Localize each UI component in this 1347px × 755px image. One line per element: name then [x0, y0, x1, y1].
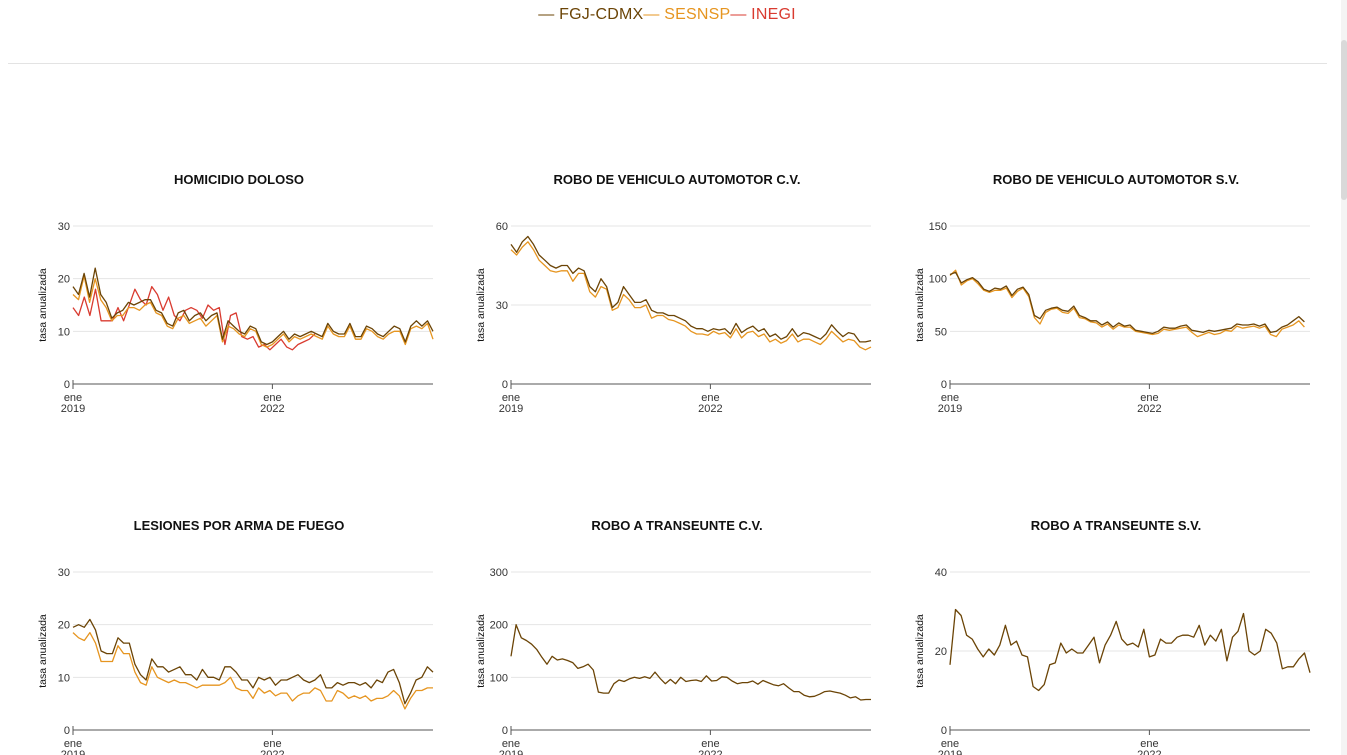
chart-panel-1: HOMICIDIO DOLOSO 0 10 20 30 tasa anualizada en…: [37, 172, 434, 415]
x-tick-label: ene: [502, 392, 520, 404]
chart-panel-2: ROBO DE VEHICULO AUTOMOTOR C.V. 0 30 60 tasa…: [475, 172, 872, 415]
x-tick-label: 2022: [698, 403, 722, 415]
y-tick-label: 40: [935, 567, 947, 579]
y-tick-label: 20: [935, 646, 947, 658]
series-line-fgj-cdmx: [949, 608, 1311, 692]
y-tick-label: 10: [58, 672, 70, 684]
x-tick-label: 2019: [61, 403, 85, 415]
series-line-sesnsp: [949, 269, 1305, 338]
y-tick-label: 100: [929, 274, 947, 286]
legend-item-inegi: — INEGI: [730, 6, 796, 23]
series-line-fgj-cdmx: [949, 271, 1305, 335]
chart-legend: — FGJ-CDMX— SESNSP— INEGI: [0, 6, 1334, 24]
y-tick-label: 10: [58, 326, 70, 338]
series-line-fgj-cdmx: [72, 618, 434, 705]
x-tick-label: 2019: [499, 403, 523, 415]
y-axis-label: tasa anualizada: [37, 268, 49, 342]
page-scrollbar[interactable]: [1341, 0, 1347, 755]
x-tick-label: ene: [64, 738, 82, 750]
x-tick-label: 2019: [499, 749, 523, 755]
chart-title: ROBO DE VEHICULO AUTOMOTOR C.V.: [553, 172, 800, 187]
chart-panel-6: ROBO A TRANSEUNTE S.V. 0 20 40 tasa anualiza…: [914, 518, 1311, 755]
y-tick-label: 30: [58, 567, 70, 579]
y-tick-label: 0: [941, 725, 947, 737]
y-axis-label: tasa anualizada: [475, 268, 487, 342]
x-tick-label: 2019: [938, 403, 962, 415]
y-tick-label: 20: [58, 274, 70, 286]
y-axis-label: tasa anualizada: [914, 614, 926, 688]
header-divider: [8, 63, 1327, 64]
x-tick-label: ene: [502, 738, 520, 750]
series-line-sesnsp: [72, 631, 433, 710]
x-tick-label: ene: [1140, 392, 1158, 404]
y-tick-label: 0: [502, 725, 508, 737]
y-tick-label: 60: [496, 221, 508, 233]
legend-item-sesnsp: — SESNSP: [643, 6, 731, 23]
y-tick-label: 0: [64, 725, 70, 737]
y-tick-label: 20: [58, 620, 70, 632]
chart-title: LESIONES POR ARMA DE FUEGO: [134, 518, 345, 533]
scrollbar-thumb[interactable]: [1341, 40, 1347, 200]
y-axis-label: tasa anualizada: [475, 614, 487, 688]
y-tick-label: 0: [502, 379, 508, 391]
y-tick-label: 200: [490, 620, 508, 632]
x-tick-label: 2022: [260, 749, 284, 755]
y-tick-label: 100: [490, 672, 508, 684]
chart-title: ROBO A TRANSEUNTE S.V.: [1031, 518, 1201, 533]
x-tick-label: ene: [701, 392, 719, 404]
x-tick-label: ene: [263, 738, 281, 750]
x-tick-label: 2019: [61, 749, 85, 755]
x-tick-label: 2022: [1137, 749, 1161, 755]
y-tick-label: 30: [496, 300, 508, 312]
chart-panel-5: ROBO A TRANSEUNTE C.V. 0 100 200 300 tasa anu…: [475, 518, 871, 755]
series-line-sesnsp: [72, 275, 434, 348]
series-line-sesnsp: [510, 241, 872, 351]
y-tick-label: 300: [490, 567, 508, 579]
series-line-fgj-cdmx: [510, 235, 872, 343]
y-tick-label: 0: [941, 379, 947, 391]
x-tick-label: ene: [701, 738, 719, 750]
y-tick-label: 0: [64, 379, 70, 391]
legend-item-fgj-cdmx: — FGJ-CDMX: [538, 6, 644, 23]
chart-title: ROBO DE VEHICULO AUTOMOTOR S.V.: [993, 172, 1239, 187]
x-tick-label: 2022: [260, 403, 284, 415]
series-line-fgj-cdmx: [510, 624, 871, 701]
series-line-inegi: [72, 285, 316, 351]
x-tick-label: ene: [64, 392, 82, 404]
x-tick-label: 2022: [698, 749, 722, 755]
x-tick-label: 2022: [1137, 403, 1161, 415]
y-axis-label: tasa anualizada: [37, 614, 49, 688]
y-tick-label: 30: [58, 221, 70, 233]
x-tick-label: ene: [941, 392, 959, 404]
y-axis-label: tasa anualizada: [914, 268, 926, 342]
y-tick-label: 150: [929, 221, 947, 233]
x-tick-label: ene: [941, 738, 959, 750]
chart-panel-4: LESIONES POR ARMA DE FUEGO 0 10 20 30 tasa an…: [37, 518, 434, 755]
chart-title: ROBO A TRANSEUNTE C.V.: [591, 518, 762, 533]
y-tick-label: 50: [935, 326, 947, 338]
x-tick-label: ene: [1140, 738, 1158, 750]
x-tick-label: ene: [263, 392, 281, 404]
chart-title: HOMICIDIO DOLOSO: [174, 172, 304, 187]
series-line-fgj-cdmx: [72, 267, 434, 346]
chart-panel-3: ROBO DE VEHICULO AUTOMOTOR S.V. 0 50 100 150…: [914, 172, 1310, 415]
x-tick-label: 2019: [938, 749, 962, 755]
